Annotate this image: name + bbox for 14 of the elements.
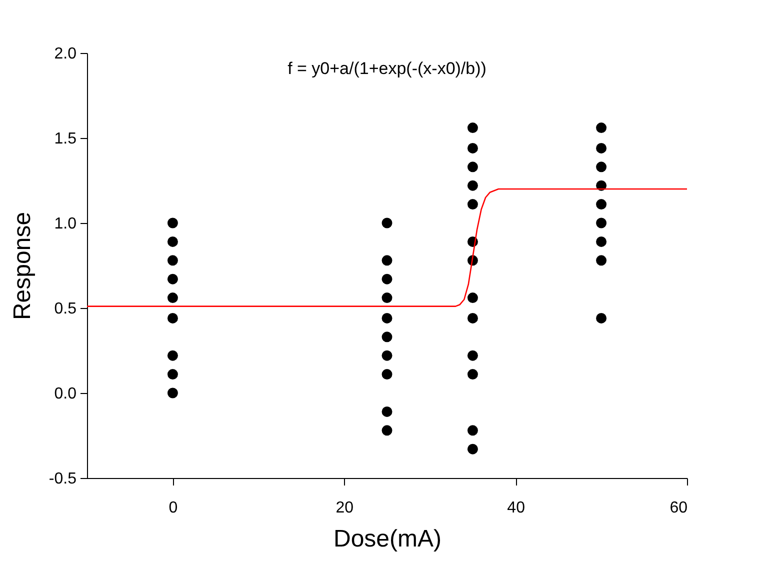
line-series bbox=[86, 188, 688, 307]
x-tick-label: 20 bbox=[336, 500, 354, 516]
y-tick-label: 2.0 bbox=[54, 46, 77, 62]
x-tick-label: 40 bbox=[507, 500, 526, 516]
x-tick-label: 60 bbox=[670, 500, 688, 516]
y-tick-label: 0.5 bbox=[54, 300, 77, 318]
y-tick-label: 1.5 bbox=[54, 130, 77, 148]
y-axis-title: Response bbox=[8, 212, 36, 320]
x-tick-label: 0 bbox=[168, 500, 178, 516]
y-tick-label: 0.0 bbox=[54, 386, 77, 402]
annotation: f = y0+a/(1+exp(-(x-x0)/b)) bbox=[288, 59, 486, 78]
y-tick-label: 1.0 bbox=[54, 216, 77, 232]
x-axis-title: Dose(mA) bbox=[333, 526, 442, 552]
y-tick-label: -0.5 bbox=[48, 470, 77, 488]
